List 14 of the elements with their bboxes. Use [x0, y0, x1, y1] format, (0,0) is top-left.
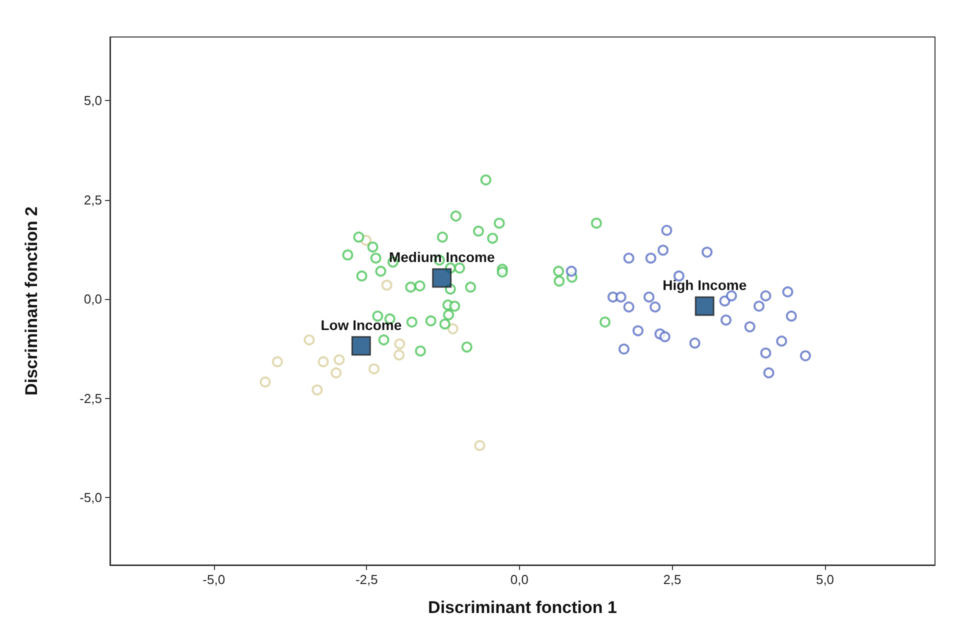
x-tick-label: 2,5	[663, 572, 682, 587]
y-tick-label: -2,5	[80, 390, 102, 406]
y-tick-label: 5,0	[84, 93, 102, 108]
annotation: Low Income	[320, 316, 402, 333]
y-tick-label: 0,0	[84, 292, 102, 307]
annotation: High Income	[662, 277, 747, 294]
x-tick-label: 5,0	[816, 572, 834, 587]
y-tick-label: 2,5	[84, 192, 102, 208]
x-tick-label: -5,0	[202, 572, 226, 587]
x-tick-label: -2,5	[355, 572, 378, 587]
x-tick-label: 0,0	[510, 572, 528, 587]
y-tick-label: -5,0	[80, 490, 102, 506]
y-axis-title: Discriminant fonction 2	[22, 206, 41, 396]
x-axis-title: Discriminant fonction 1	[428, 598, 617, 617]
